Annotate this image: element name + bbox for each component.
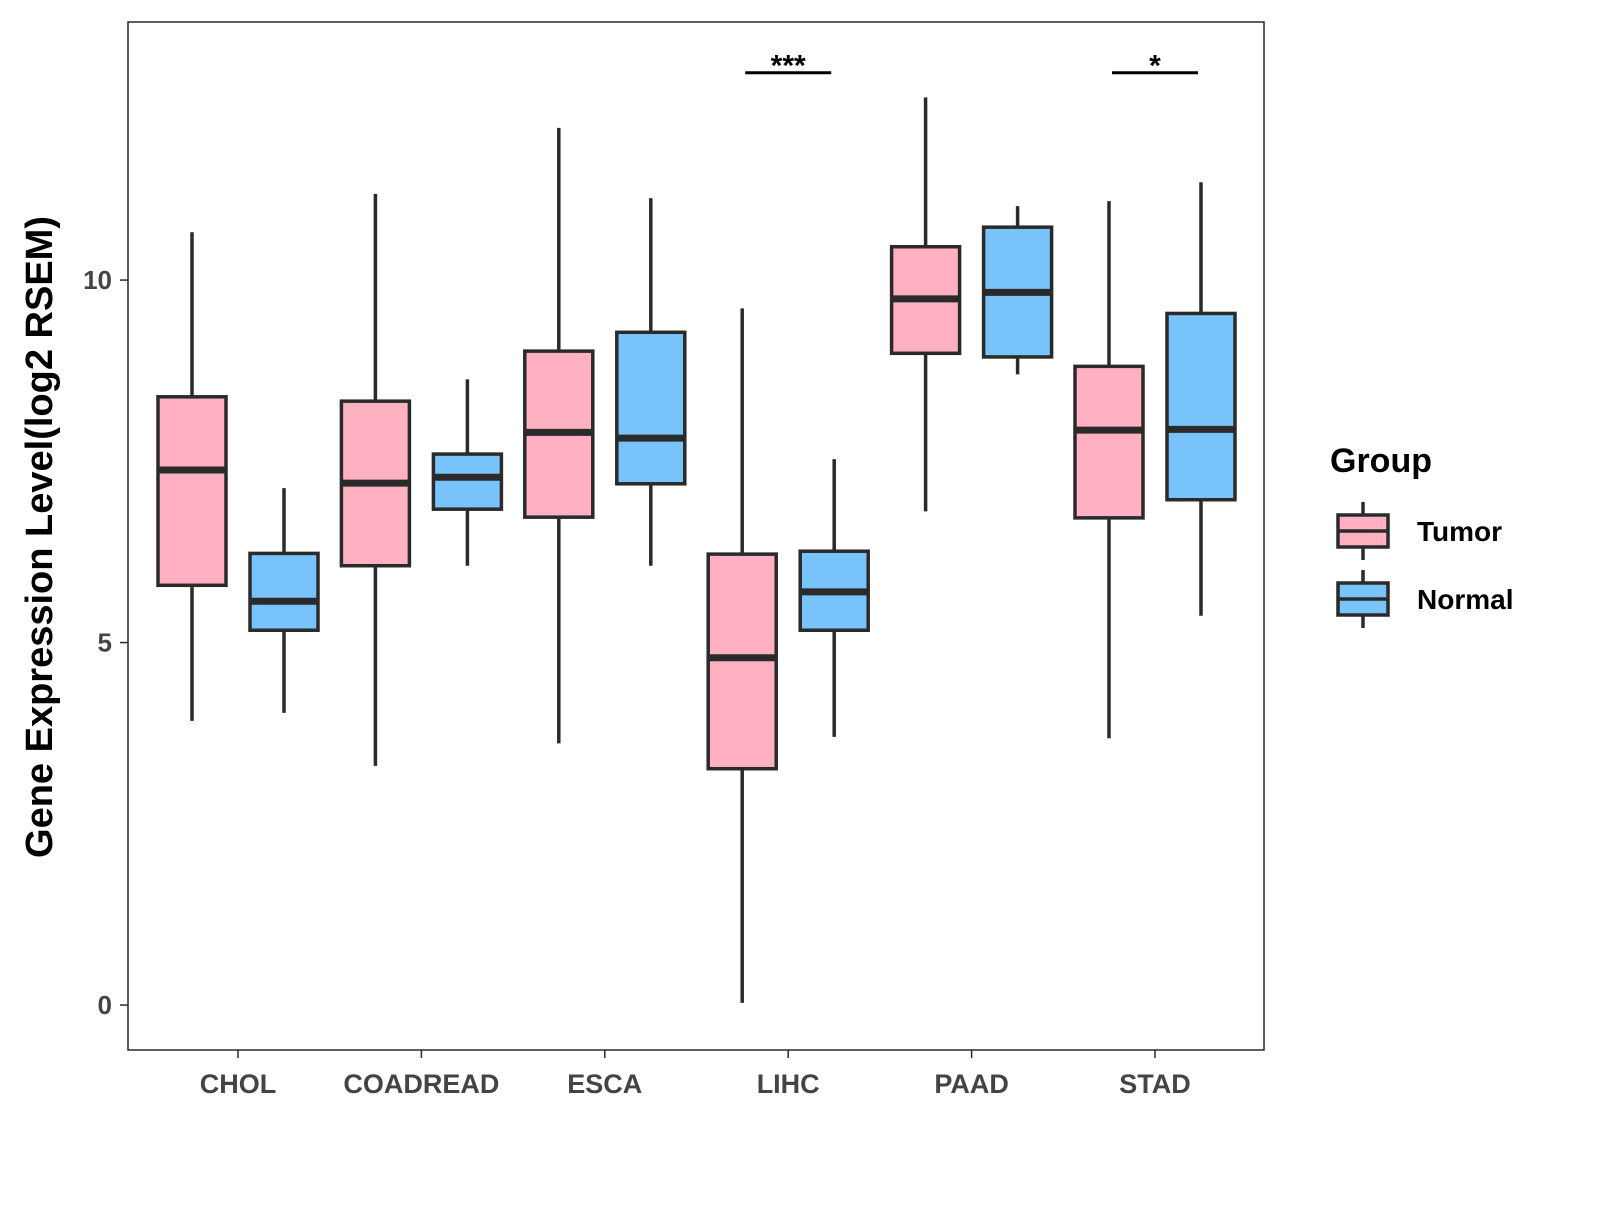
- box-iqr: [1073, 364, 1145, 520]
- box-tumor-coadread: [339, 193, 412, 766]
- x-tick-label: CHOL: [200, 1069, 277, 1099]
- box-tumor-paad: [889, 97, 962, 512]
- box-normal-esca: [615, 198, 687, 566]
- box-iqr: [431, 452, 504, 511]
- legend-label: Tumor: [1417, 516, 1502, 547]
- x-tick-label: COADREAD: [343, 1069, 499, 1099]
- legend-item-normal: Normal: [1336, 570, 1513, 628]
- box-iqr: [615, 330, 687, 486]
- plot-panel: [127, 21, 1265, 1051]
- y-tick-label: 5: [98, 628, 112, 658]
- x-tick-label: ESCA: [567, 1069, 642, 1099]
- y-tick-label: 0: [98, 990, 112, 1020]
- box-normal-stad: [1165, 182, 1237, 616]
- significance-label: *: [1149, 50, 1161, 83]
- box-normal-coadread: [431, 379, 504, 566]
- significance-label: ***: [771, 50, 806, 83]
- box-tumor-esca: [523, 127, 595, 744]
- box-iqr: [1165, 311, 1237, 502]
- box-normal-paad: [981, 206, 1054, 375]
- box-tumor-chol: [156, 232, 228, 721]
- box-iqr: [706, 552, 778, 771]
- x-tick-label: LIHC: [757, 1069, 820, 1099]
- y-tick-label: 10: [83, 265, 112, 295]
- box-tumor-lihc: [706, 308, 778, 1003]
- legend-label: Normal: [1417, 584, 1513, 615]
- box-iqr: [248, 551, 320, 632]
- x-tick-label: STAD: [1119, 1069, 1191, 1099]
- legend: Group Tumor Normal: [1330, 442, 1513, 628]
- legend-item-tumor: Tumor: [1336, 502, 1502, 560]
- box-iqr: [156, 395, 228, 588]
- box-tumor-stad: [1073, 201, 1145, 739]
- legend-title: Group: [1330, 442, 1432, 480]
- y-axis-label: Gene Expression Level(log2 RSEM): [19, 216, 61, 858]
- x-tick-label: PAAD: [934, 1069, 1009, 1099]
- box-normal-lihc: [798, 459, 870, 737]
- box-normal-chol: [248, 488, 320, 713]
